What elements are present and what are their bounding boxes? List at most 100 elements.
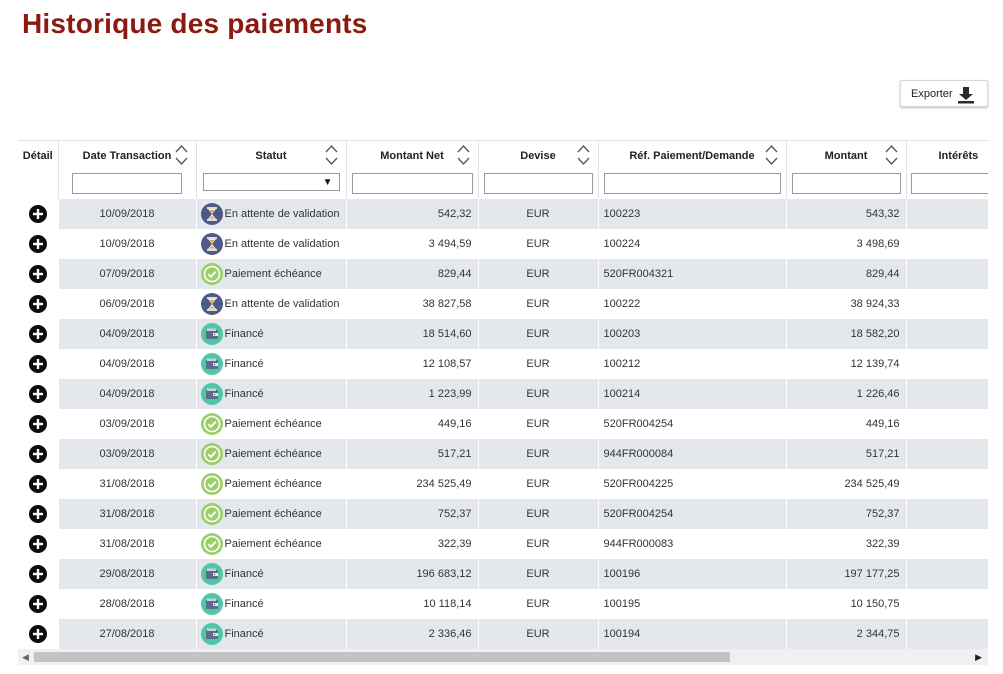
- plus-circle-icon[interactable]: [28, 414, 47, 433]
- amount-cell: 2 344,75: [786, 618, 907, 649]
- table-row[interactable]: 29/08/2018 Financé 196 683,12 EUR 100196 197 …: [18, 558, 988, 589]
- detail-cell[interactable]: [18, 558, 59, 589]
- detail-cell[interactable]: [18, 438, 59, 469]
- detail-cell[interactable]: [18, 318, 59, 349]
- table-row[interactable]: 04/09/2018 Financé 12 108,57 EUR 100212 12 13…: [18, 348, 988, 379]
- col-header-ref[interactable]: Réf. Paiement/Demande: [598, 140, 787, 199]
- detail-cell[interactable]: [18, 288, 59, 319]
- interest-cell: [906, 288, 988, 319]
- table-row[interactable]: 10/09/2018 En attente de validation 3 494,…: [18, 228, 988, 259]
- reference-cell: 100214: [598, 378, 787, 409]
- plus-circle-icon[interactable]: [28, 204, 47, 223]
- col-header-date[interactable]: Date Transaction: [58, 140, 197, 199]
- plus-circle-icon[interactable]: [28, 594, 47, 613]
- sort-icon[interactable]: [325, 144, 338, 166]
- detail-cell[interactable]: [18, 378, 59, 409]
- table-row[interactable]: 03/09/2018 Paiement échéance 449,16 EUR 520F…: [18, 408, 988, 439]
- plus-circle-icon[interactable]: [28, 354, 47, 373]
- reference-cell: 520FR004225: [598, 468, 787, 499]
- detail-cell[interactable]: [18, 408, 59, 439]
- col-header-status[interactable]: Statut ▼: [196, 140, 347, 199]
- wallet-icon: [200, 352, 223, 375]
- plus-circle-icon[interactable]: [28, 564, 47, 583]
- col-header-montant[interactable]: Montant: [786, 140, 907, 199]
- plus-circle-icon[interactable]: [28, 294, 47, 313]
- interest-cell: [906, 228, 988, 259]
- currency-cell: EUR: [478, 438, 599, 469]
- amount-cell: 10 150,75: [786, 588, 907, 619]
- col-header-devise[interactable]: Devise: [478, 140, 599, 199]
- currency-cell: EUR: [478, 228, 599, 259]
- filter-status-dropdown[interactable]: ▼: [202, 173, 340, 191]
- filter-date-input[interactable]: [72, 173, 182, 194]
- status-label: Paiement échéance: [224, 477, 322, 490]
- export-button[interactable]: Exporter: [900, 80, 988, 107]
- status-label: Paiement échéance: [224, 267, 322, 280]
- detail-cell[interactable]: [18, 498, 59, 529]
- horizontal-scrollbar[interactable]: ◀ ▶: [18, 649, 988, 665]
- scroll-right-icon[interactable]: ▶: [975, 652, 982, 662]
- detail-cell[interactable]: [18, 348, 59, 379]
- plus-circle-icon[interactable]: [28, 534, 47, 553]
- col-header-interets[interactable]: Intérêts: [906, 140, 988, 199]
- table-row[interactable]: 07/09/2018 Paiement échéance 829,44 EUR 520F…: [18, 258, 988, 289]
- date-cell: 31/08/2018: [58, 528, 197, 559]
- table-row[interactable]: 28/08/2018 Financé 10 118,14 EUR 100195 10 15…: [18, 588, 988, 619]
- plus-circle-icon[interactable]: [28, 384, 47, 403]
- table-row[interactable]: 04/09/2018 Financé 18 514,60 EUR 100203 18 58…: [18, 318, 988, 349]
- net-amount-cell: 2 336,46: [346, 618, 479, 649]
- detail-cell[interactable]: [18, 528, 59, 559]
- table-row[interactable]: 27/08/2018 Financé 2 336,46 EUR 100194 2 344,…: [18, 618, 988, 649]
- filter-interets-input[interactable]: [910, 173, 988, 194]
- detail-cell[interactable]: [18, 258, 59, 289]
- table-row[interactable]: 10/09/2018 En attente de validation 542,32…: [18, 198, 988, 229]
- reference-cell: 944FR000083: [598, 528, 787, 559]
- plus-circle-icon[interactable]: [28, 234, 47, 253]
- reference-cell: 520FR004321: [598, 258, 787, 289]
- table-row[interactable]: 03/09/2018 Paiement échéance 517,21 EUR 944F…: [18, 438, 988, 469]
- sort-icon[interactable]: [765, 144, 778, 166]
- table-row[interactable]: 31/08/2018 Paiement échéance 322,39 EUR 944F…: [18, 528, 988, 559]
- filter-ref-input[interactable]: [603, 173, 781, 194]
- detail-cell[interactable]: [18, 228, 59, 259]
- status-cell: Financé: [196, 318, 347, 349]
- status-cell: Paiement échéance: [196, 438, 347, 469]
- detail-cell[interactable]: [18, 588, 59, 619]
- plus-circle-icon[interactable]: [28, 324, 47, 343]
- scrollbar-thumb[interactable]: [34, 652, 730, 662]
- detail-cell[interactable]: [18, 198, 59, 229]
- sort-icon[interactable]: [457, 144, 470, 166]
- table-row[interactable]: 06/09/2018 En attente de validation 38 827…: [18, 288, 988, 319]
- currency-cell: EUR: [478, 588, 599, 619]
- currency-cell: EUR: [478, 528, 599, 559]
- filter-devise-input[interactable]: [483, 173, 593, 194]
- amount-cell: 752,37: [786, 498, 907, 529]
- sort-icon[interactable]: [885, 144, 898, 166]
- detail-cell[interactable]: [18, 468, 59, 499]
- filter-net-input[interactable]: [351, 173, 473, 194]
- currency-cell: EUR: [478, 288, 599, 319]
- col-label-devise: Devise: [520, 150, 556, 162]
- scroll-left-icon[interactable]: ◀: [22, 652, 29, 662]
- plus-circle-icon[interactable]: [28, 444, 47, 463]
- net-amount-cell: 517,21: [346, 438, 479, 469]
- hourglass-icon: [200, 292, 223, 315]
- plus-circle-icon[interactable]: [28, 624, 47, 643]
- plus-circle-icon[interactable]: [28, 264, 47, 283]
- detail-cell[interactable]: [18, 618, 59, 649]
- table-row[interactable]: 31/08/2018 Paiement échéance 234 525,49 EUR…: [18, 468, 988, 499]
- interest-cell: [906, 348, 988, 379]
- net-amount-cell: 322,39: [346, 528, 479, 559]
- table-row[interactable]: 04/09/2018 Financé 1 223,99 EUR 100214 1 226,…: [18, 378, 988, 409]
- col-header-net[interactable]: Montant Net: [346, 140, 479, 199]
- plus-circle-icon[interactable]: [28, 504, 47, 523]
- wallet-icon: [200, 562, 223, 585]
- sort-icon[interactable]: [175, 144, 188, 166]
- header-row: Détail Date Transaction Statut ▼: [18, 140, 988, 199]
- sort-icon[interactable]: [577, 144, 590, 166]
- table-body: 10/09/2018 En attente de validation 542,32…: [18, 198, 988, 649]
- date-cell: 03/09/2018: [58, 408, 197, 439]
- plus-circle-icon[interactable]: [28, 474, 47, 493]
- table-row[interactable]: 31/08/2018 Paiement échéance 752,37 EUR 520F…: [18, 498, 988, 529]
- filter-montant-input[interactable]: [791, 173, 901, 194]
